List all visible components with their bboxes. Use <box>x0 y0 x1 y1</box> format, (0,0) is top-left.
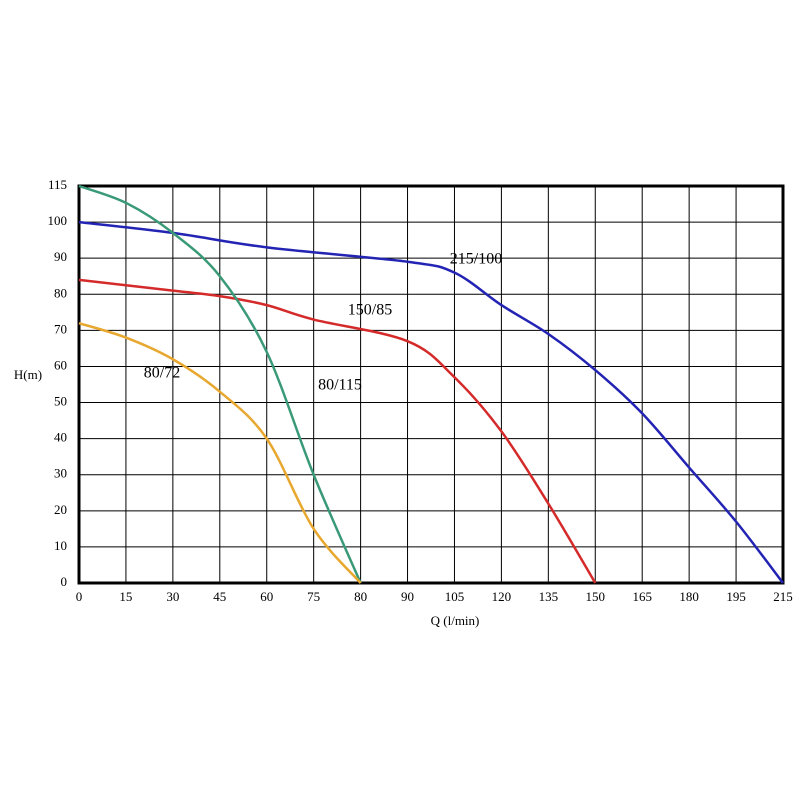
curve-label: 215/100 <box>450 251 502 268</box>
y-tick-label: 90 <box>54 249 67 264</box>
x-tick-label: 75 <box>307 589 320 604</box>
y-tick-label: 70 <box>54 321 67 336</box>
curve <box>78 184 362 584</box>
x-tick-label: 45 <box>213 589 226 604</box>
curve <box>78 278 597 584</box>
x-tick-label: 135 <box>539 589 559 604</box>
curve <box>78 220 784 584</box>
curve-label: 80/115 <box>318 377 362 394</box>
curve-label: 80/72 <box>144 365 180 382</box>
y-tick-label: 0 <box>61 574 68 589</box>
x-tick-label: 0 <box>76 589 83 604</box>
x-tick-label: 80 <box>354 589 367 604</box>
x-tick-label: 165 <box>632 589 652 604</box>
plot-border <box>77 184 785 585</box>
y-tick-label: 20 <box>54 502 67 517</box>
x-tick-label: 30 <box>166 589 179 604</box>
y-tick-label: 115 <box>48 177 67 192</box>
y-axis-label: H(m) <box>14 367 42 382</box>
x-tick-label: 195 <box>726 589 746 604</box>
y-tick-label: 10 <box>54 538 67 553</box>
y-tick-label: 50 <box>54 394 67 409</box>
curve-label: 150/85 <box>348 302 392 319</box>
x-axis-label: Q (l/min) <box>431 613 480 628</box>
x-tick-label: 105 <box>445 589 465 604</box>
x-tick-label: 150 <box>586 589 606 604</box>
y-tick-label: 100 <box>48 213 68 228</box>
y-tick-label: 30 <box>54 466 67 481</box>
y-tick-label: 60 <box>54 357 67 372</box>
curve <box>78 321 362 584</box>
y-tick-label: 40 <box>54 430 67 445</box>
x-tick-label: 90 <box>401 589 414 604</box>
x-tick-label: 120 <box>492 589 512 604</box>
x-tick-label: 15 <box>119 589 132 604</box>
x-tick-label: 215 <box>773 589 793 604</box>
x-tick-label: 60 <box>260 589 273 604</box>
x-tick-label: 180 <box>679 589 699 604</box>
y-tick-label: 80 <box>54 285 67 300</box>
